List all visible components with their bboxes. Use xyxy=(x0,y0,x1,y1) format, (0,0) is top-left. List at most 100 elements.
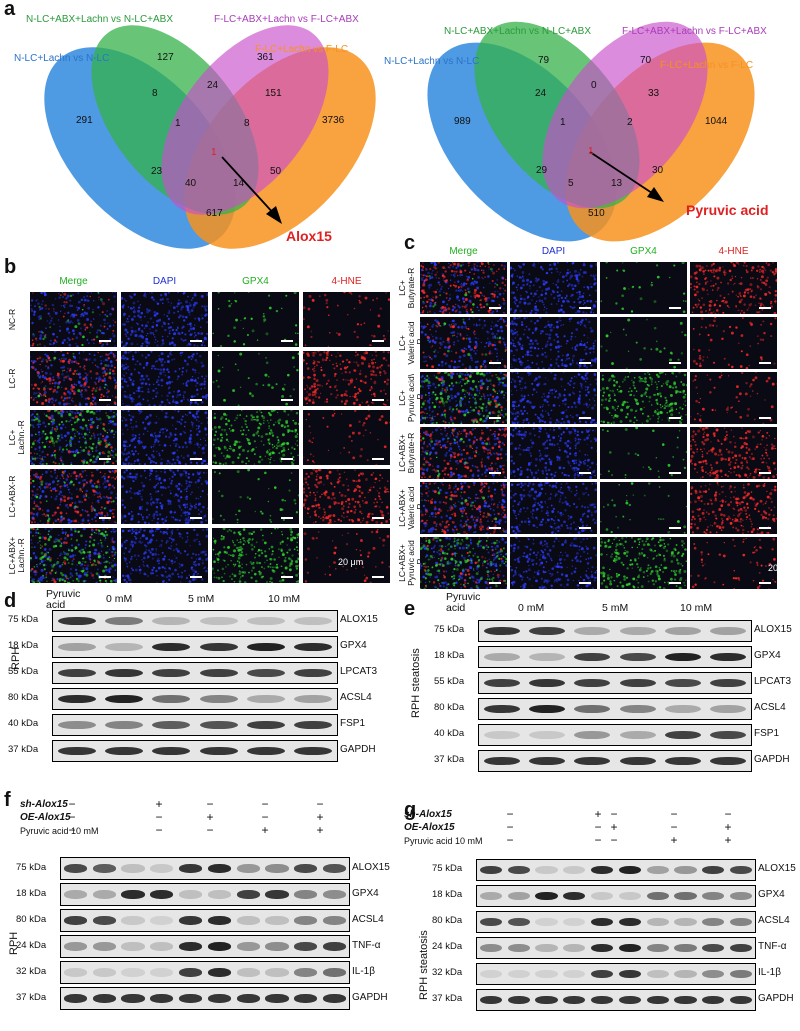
row-label: LC+ABX+ Butyrate-R xyxy=(397,432,416,474)
blot-strip xyxy=(60,987,350,1010)
blot-band xyxy=(207,993,231,1004)
blot-band xyxy=(199,616,238,626)
blot-band xyxy=(619,678,656,688)
blot-band xyxy=(92,863,116,874)
venn-count: 151 xyxy=(265,88,282,99)
blot-band xyxy=(152,616,191,626)
blot-band xyxy=(179,967,203,978)
channel-header-gpx4: GPX4 xyxy=(630,246,657,257)
condition-sign: − xyxy=(206,797,214,811)
blot-band xyxy=(247,720,285,730)
micrograph-tile xyxy=(121,410,208,465)
dose-label: 5 mM xyxy=(602,602,629,614)
blot-band xyxy=(236,993,260,1004)
blot-band xyxy=(105,694,143,704)
blot-band xyxy=(479,943,502,953)
blot-band xyxy=(265,915,289,926)
blot-band xyxy=(702,943,725,953)
blot-strip xyxy=(60,883,350,906)
condition-sign: − xyxy=(724,807,732,821)
blot-band xyxy=(236,967,260,978)
panel-letter-a: a xyxy=(4,0,16,20)
condition-sign: + xyxy=(670,833,678,847)
blot-band xyxy=(646,995,669,1005)
venn-set-purple xyxy=(161,25,329,215)
blot-band xyxy=(507,891,530,901)
condition-sign: − xyxy=(670,820,678,834)
blot-strip xyxy=(52,688,338,710)
micrograph-tile xyxy=(600,537,687,589)
scale-bar xyxy=(190,399,202,401)
blot-strip xyxy=(476,911,756,933)
protein-label: LPCAT3 xyxy=(340,666,378,677)
blot-band xyxy=(574,730,611,740)
micrograph-tile xyxy=(212,528,299,583)
dose-label: 0 mM xyxy=(106,593,133,605)
blot-band xyxy=(121,967,145,978)
blot-band xyxy=(152,720,191,730)
protein-label: GPX4 xyxy=(340,640,367,651)
blot-band xyxy=(664,756,702,766)
blot-strip xyxy=(478,646,752,668)
blot-band xyxy=(150,941,174,952)
scale-bar xyxy=(669,472,681,474)
blot-band xyxy=(528,678,566,688)
channel-header-4-hne: 4-HNE xyxy=(331,276,362,287)
condition-sign: + xyxy=(724,833,732,847)
blot-band xyxy=(535,943,558,953)
cell-type-label: RPH steatosis xyxy=(418,930,430,1000)
blot-band xyxy=(618,969,641,979)
condition-sign: + xyxy=(206,810,214,824)
blot-strip xyxy=(52,662,338,684)
scale-bar xyxy=(190,340,202,342)
scale-bar xyxy=(372,458,384,460)
venn-count: 291 xyxy=(76,115,93,126)
blot-band xyxy=(199,720,238,730)
scale-bar xyxy=(99,340,111,342)
blot-band xyxy=(265,941,289,952)
condition-sign: − xyxy=(506,807,514,821)
blot-band xyxy=(563,943,586,953)
blot-band xyxy=(121,863,145,874)
venn-diagrams xyxy=(44,21,755,249)
micrograph-tile xyxy=(420,482,507,534)
venn-count: 23 xyxy=(151,166,163,177)
scale-bar xyxy=(669,527,681,529)
kda-marker: 18 kDa xyxy=(432,889,463,900)
blot-band xyxy=(507,995,530,1005)
blot-band xyxy=(57,668,96,678)
venn-right xyxy=(427,21,755,242)
blot-band xyxy=(479,969,502,979)
blot-band xyxy=(590,943,614,953)
protein-label: TNF-α xyxy=(758,941,787,952)
blot-band xyxy=(150,967,174,978)
micrograph-tile xyxy=(690,427,777,479)
blot-band xyxy=(535,969,558,979)
blot-band xyxy=(664,678,702,688)
blot-strip xyxy=(52,740,338,762)
blot-band xyxy=(479,865,502,875)
blot-band xyxy=(207,941,231,952)
channel-header-dapi: DAPI xyxy=(152,276,177,287)
row-label: LC+ABX-R xyxy=(7,475,17,518)
condition-label: sh-Alox15 xyxy=(20,799,68,810)
blot-band xyxy=(574,678,611,688)
blot-band xyxy=(710,704,747,714)
blot-band xyxy=(152,668,191,678)
kda-marker: 37 kDa xyxy=(16,991,47,1003)
blot-band xyxy=(207,863,231,874)
scale-bar xyxy=(99,458,111,460)
blot-band xyxy=(507,969,530,979)
scale-bar xyxy=(281,399,293,401)
blot-band xyxy=(92,993,116,1004)
micrograph-tile xyxy=(303,351,390,406)
scale-bar xyxy=(759,307,771,309)
protein-label: ALOX15 xyxy=(340,614,378,625)
micrograph-tile xyxy=(212,469,299,524)
condition-sign: − xyxy=(68,797,76,811)
blot-band xyxy=(57,616,96,626)
blot-strip xyxy=(478,672,752,694)
condition-sign: + xyxy=(155,797,163,811)
venn-count: 2 xyxy=(627,117,633,128)
micrograph-tile xyxy=(510,537,597,589)
